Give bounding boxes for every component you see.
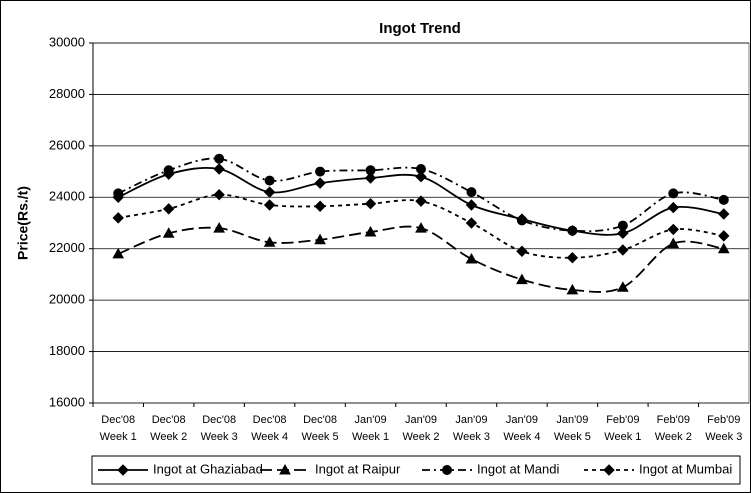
data-point xyxy=(263,199,276,211)
y-tick-label: 18000 xyxy=(49,343,85,358)
legend: Ingot at Ghaziabad Ingot at Raipur Ingot a… xyxy=(91,455,741,485)
legend-label: Ingot at Raipur xyxy=(315,461,401,476)
data-point xyxy=(163,165,174,176)
legend-label: Ingot at Ghaziabad xyxy=(153,461,263,476)
x-tick-label: Week 3 xyxy=(705,431,742,443)
data-point xyxy=(162,203,175,215)
y-tick-label: 22000 xyxy=(49,240,85,255)
data-point xyxy=(516,273,528,285)
data-point xyxy=(162,227,175,238)
x-tick-label: Week 1 xyxy=(604,431,641,443)
x-tick-label: Feb'09 xyxy=(657,414,690,426)
legend-marker xyxy=(279,463,291,475)
chart-title: Ingot Trend xyxy=(379,20,461,37)
data-point xyxy=(415,195,427,207)
x-tick-label: Week 3 xyxy=(453,431,490,443)
data-point xyxy=(667,237,680,249)
data-point xyxy=(566,252,579,264)
data-point xyxy=(668,188,679,199)
data-point xyxy=(112,212,124,224)
data-point xyxy=(617,220,628,231)
x-tick-label: Jan'09 xyxy=(455,414,487,426)
x-tick-label: Dec'08 xyxy=(152,414,186,426)
x-tick-label: Feb'09 xyxy=(707,414,740,426)
x-tick-label: Jan'09 xyxy=(506,414,538,426)
data-point xyxy=(213,163,225,175)
x-tick-label: Week 3 xyxy=(201,431,238,443)
y-tick-label: 16000 xyxy=(49,394,85,409)
data-point xyxy=(365,165,376,176)
y-tick-label: 24000 xyxy=(49,189,85,204)
data-point xyxy=(263,236,276,247)
x-tick-label: Week 5 xyxy=(554,431,591,443)
data-point xyxy=(617,244,629,256)
x-tick-label: Jan'09 xyxy=(556,414,588,426)
x-tick-label: Week 2 xyxy=(402,431,439,443)
data-point xyxy=(718,194,729,205)
data-point xyxy=(465,252,478,264)
data-point xyxy=(466,187,477,198)
x-tick-label: Dec'08 xyxy=(253,414,287,426)
x-tick-label: Jan'09 xyxy=(405,414,437,426)
data-point xyxy=(567,225,578,236)
x-tick-label: Week 2 xyxy=(655,431,692,443)
data-point xyxy=(717,242,730,254)
y-tick-label: 28000 xyxy=(49,86,85,101)
data-point xyxy=(415,171,427,183)
x-tick-label: Week 1 xyxy=(100,431,137,443)
x-tick-label: Week 1 xyxy=(352,431,389,443)
x-tick-label: Feb'09 xyxy=(606,414,639,426)
data-point xyxy=(315,166,326,177)
legend-label: Ingot at Mandi xyxy=(477,461,559,476)
y-tick-label: 20000 xyxy=(49,292,85,307)
data-point xyxy=(617,227,629,239)
data-point xyxy=(416,164,426,174)
x-tick-label: Week 4 xyxy=(251,431,288,443)
data-point xyxy=(314,233,326,245)
data-point xyxy=(213,222,226,233)
data-point xyxy=(566,283,579,295)
y-tick-label: 30000 xyxy=(49,34,85,49)
x-tick-label: Jan'09 xyxy=(354,414,386,426)
x-tick-label: Week 2 xyxy=(150,431,187,443)
data-point xyxy=(718,208,730,220)
data-point xyxy=(667,223,680,236)
y-tick-label: 26000 xyxy=(49,137,85,152)
data-point xyxy=(364,198,377,210)
x-tick-label: Dec'08 xyxy=(101,414,135,426)
data-point xyxy=(465,199,478,211)
data-point xyxy=(213,189,225,201)
data-point xyxy=(465,217,478,229)
data-point xyxy=(314,200,326,212)
data-point xyxy=(364,225,377,237)
x-tick-label: Dec'08 xyxy=(303,414,337,426)
data-point xyxy=(616,281,629,292)
y-axis-label: Price(Rs./t) xyxy=(15,186,31,260)
legend-marker xyxy=(603,464,615,476)
x-tick-label: Dec'08 xyxy=(202,414,236,426)
data-point xyxy=(264,175,275,186)
data-point xyxy=(112,247,125,259)
legend-label: Ingot at Mumbai xyxy=(639,461,732,476)
legend-marker xyxy=(442,465,452,475)
data-point xyxy=(415,222,427,233)
legend-marker xyxy=(117,464,129,476)
data-point xyxy=(516,215,527,226)
data-point xyxy=(516,245,528,257)
x-tick-label: Week 4 xyxy=(503,431,540,443)
data-point xyxy=(263,186,276,198)
data-point xyxy=(718,230,730,242)
data-point xyxy=(314,177,326,189)
data-point xyxy=(214,153,225,164)
x-tick-label: Week 5 xyxy=(302,431,339,443)
data-point xyxy=(113,188,124,199)
data-point xyxy=(364,172,377,184)
data-point xyxy=(667,201,680,214)
